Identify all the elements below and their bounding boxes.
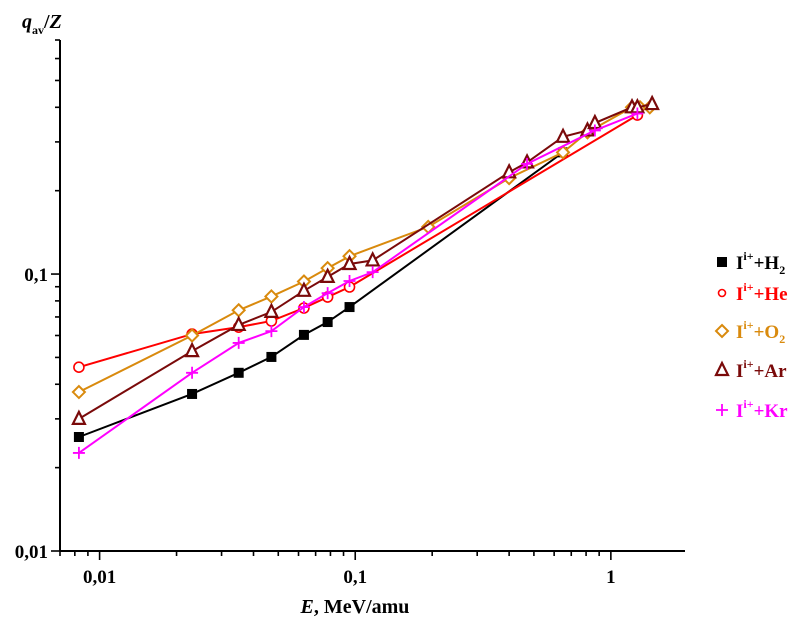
legend: Ii++H2 Ii++He Ii++O2 Ii++Ar Ii++Kr	[714, 249, 788, 422]
plus-marker	[716, 404, 728, 416]
diamond-marker	[184, 328, 200, 343]
x-tick-label: 0,1	[343, 567, 367, 588]
triangle-marker	[184, 341, 200, 358]
series-kr	[72, 107, 644, 459]
triangle-marker	[644, 94, 660, 111]
triangle-marker	[263, 302, 280, 319]
legend-item-o2: Ii++O2	[714, 318, 785, 346]
diamond-marker	[714, 323, 730, 339]
y-axis-title: qav/Z	[22, 11, 62, 37]
x-tick-label: 1	[606, 567, 616, 588]
square-marker	[266, 351, 277, 362]
square-marker	[344, 302, 355, 313]
square-marker	[298, 329, 309, 340]
plus-marker	[186, 366, 199, 379]
triangle-marker	[555, 127, 571, 143]
plus-marker	[321, 287, 334, 300]
legend-item-ar: Ii++Ar	[714, 357, 787, 382]
legend-label: Ii++Ar	[736, 357, 787, 382]
plus-marker	[232, 336, 245, 349]
series-h2	[73, 147, 569, 443]
diamond-marker	[263, 289, 279, 304]
x-axis-title: E, MeV/amu	[300, 596, 410, 618]
triangle-marker	[364, 250, 381, 267]
legend-label: Ii++He	[736, 280, 788, 305]
plus-marker	[297, 301, 310, 314]
y-tick-label: 0,1	[24, 265, 48, 286]
legend-item-kr: Ii++Kr	[716, 397, 788, 422]
plus-marker	[265, 325, 278, 338]
legend-label: Ii++Kr	[736, 397, 788, 422]
series-line	[78, 114, 638, 369]
square-marker	[187, 388, 198, 399]
series-line	[78, 151, 564, 438]
plus-marker	[631, 107, 644, 120]
triangle-marker	[230, 315, 247, 332]
axes: 0,01 0,1 1 0,01 0,1	[15, 39, 685, 588]
diamond-marker	[71, 384, 87, 400]
circle-marker	[717, 288, 727, 298]
square-marker	[73, 432, 84, 443]
triangle-marker	[296, 281, 312, 297]
square-marker	[233, 367, 244, 378]
plot-area	[71, 94, 660, 459]
legend-item-h2: Ii++H2	[717, 249, 785, 277]
x-tick-label: 0,01	[83, 567, 116, 588]
series-line	[78, 103, 653, 420]
diamond-marker	[231, 302, 247, 318]
square-marker	[717, 257, 727, 267]
legend-item-he: Ii++He	[717, 280, 788, 305]
triangle-marker	[714, 360, 730, 377]
square-marker	[322, 317, 333, 328]
legend-label: Ii++H2	[736, 249, 785, 277]
plus-marker	[521, 157, 534, 170]
plus-marker	[343, 274, 356, 287]
plus-marker	[588, 124, 601, 137]
diamond-marker	[555, 144, 571, 160]
triangle-marker	[71, 409, 87, 425]
y-tick-label: 0,01	[15, 542, 48, 563]
triangle-marker	[341, 254, 358, 271]
triangle-marker	[319, 267, 336, 283]
plus-marker	[72, 446, 85, 459]
legend-label: Ii++O2	[736, 318, 785, 346]
series-o2	[71, 99, 658, 400]
circle-marker	[73, 361, 85, 373]
plus-marker	[366, 266, 379, 279]
